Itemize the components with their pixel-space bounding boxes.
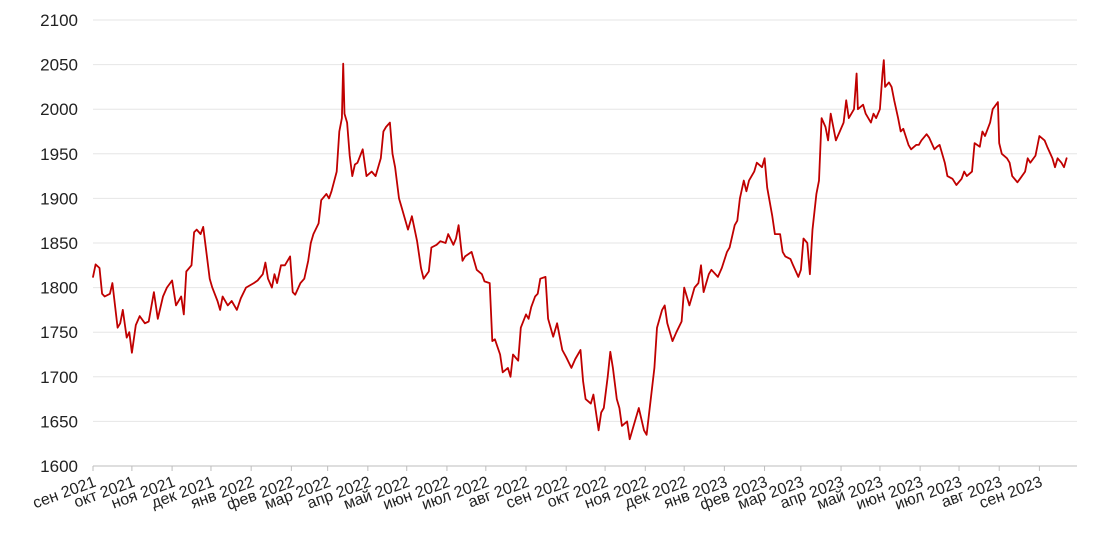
- y-tick-label: 1750: [40, 323, 78, 342]
- series-layer: [92, 59, 1068, 441]
- y-tick-label: 1700: [40, 368, 78, 387]
- grid-layer: [93, 19, 1077, 422]
- y-tick-label: 1850: [40, 234, 78, 253]
- y-tick-label: 1800: [40, 279, 78, 298]
- y-axis: 1600 1650 1700 1750 1800 1850 1900 1950 2000 2050…: [40, 11, 78, 476]
- y-tick-label: 2050: [40, 56, 78, 75]
- y-tick-label: 1900: [40, 189, 78, 208]
- y-tick-label: 1650: [40, 412, 78, 431]
- y-tick-label: 2000: [40, 100, 78, 119]
- y-tick-label: 1600: [40, 457, 78, 476]
- series-line-0: [92, 59, 1068, 441]
- y-tick-label: 2100: [40, 11, 78, 30]
- y-tick-label: 1950: [40, 145, 78, 164]
